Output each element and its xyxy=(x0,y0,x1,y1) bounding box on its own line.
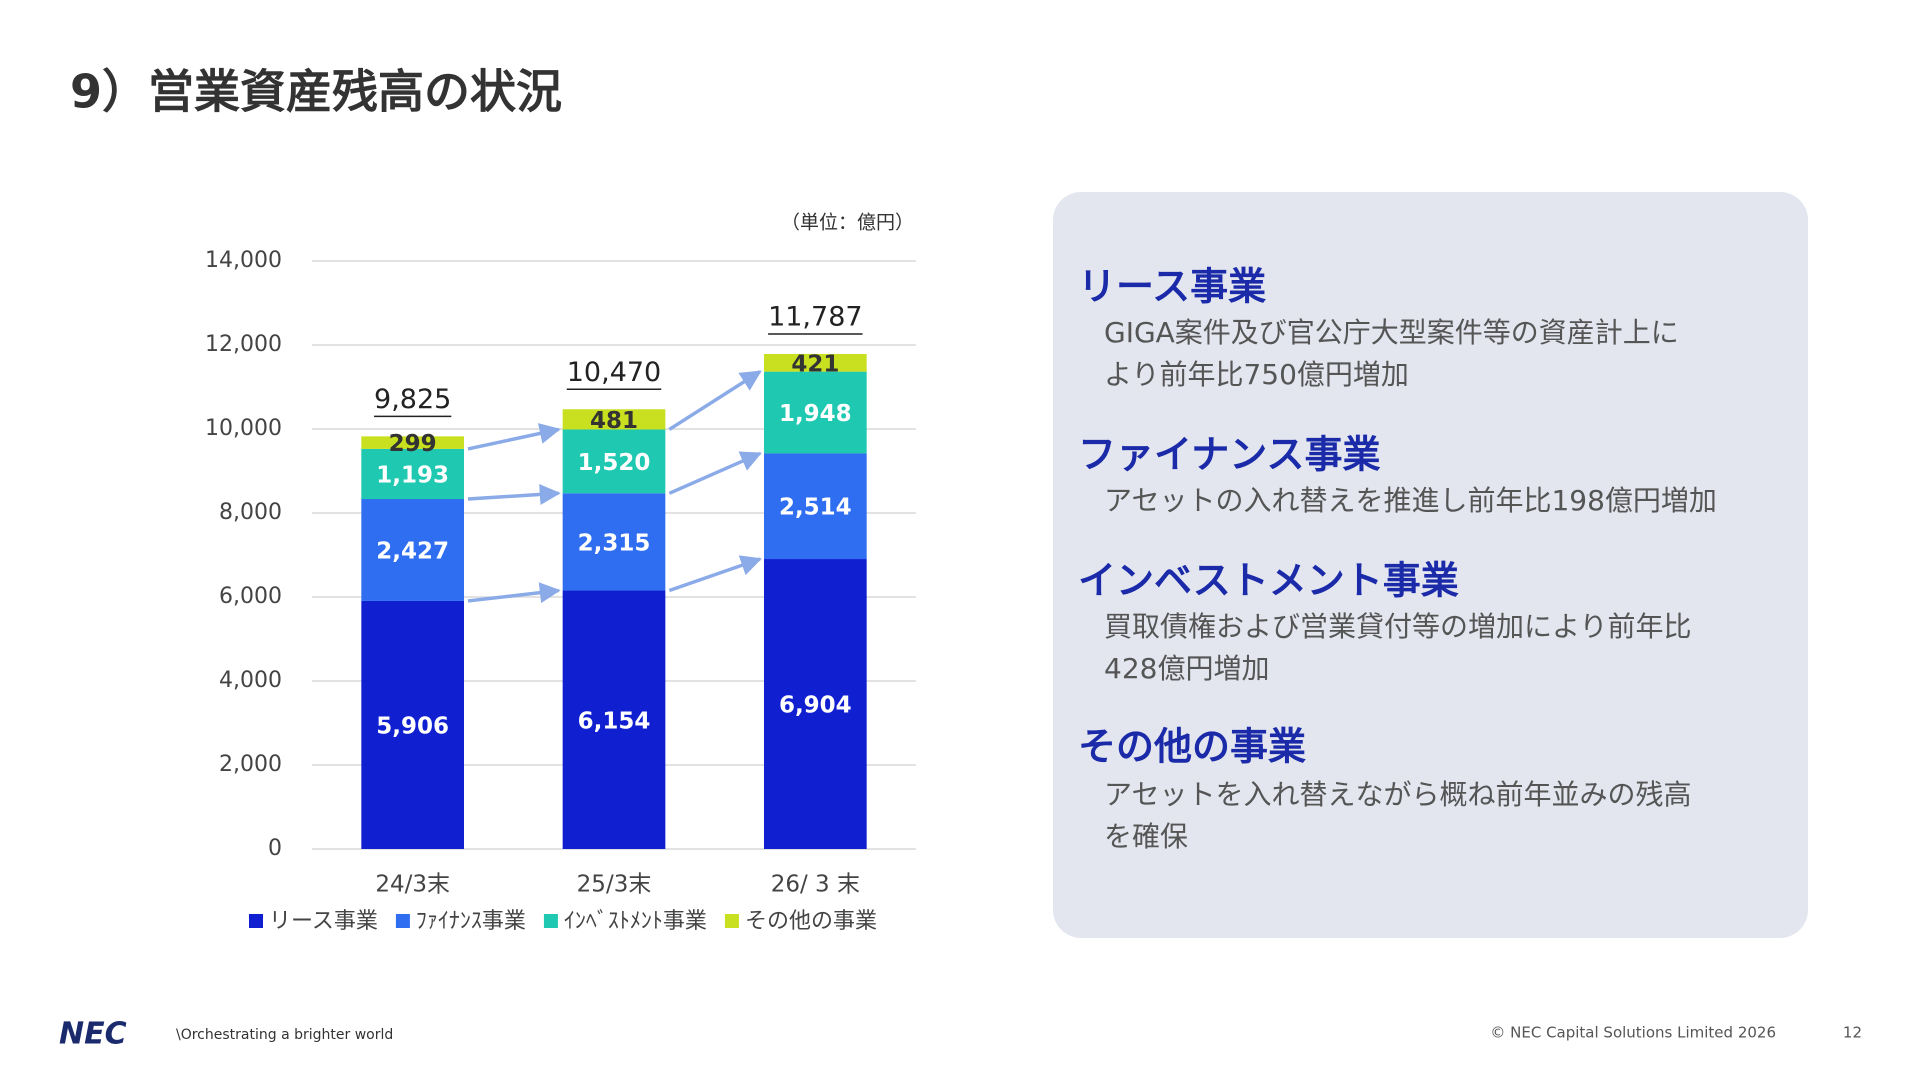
trend-arrow xyxy=(467,484,561,505)
y-tick-label: 6,000 xyxy=(219,584,282,609)
value-label: 2,427 xyxy=(376,538,449,564)
legend-label: ｲﾝﾍﾞｽﾄﾒﾝﾄ事業 xyxy=(564,909,707,934)
legend-label: ﾌｧｲﾅﾝｽ事業 xyxy=(416,909,526,934)
bar-segment xyxy=(763,453,867,560)
y-tick-label: 4,000 xyxy=(219,668,282,693)
section-text: 買取債権および営業貸付等の増加により前年比 xyxy=(1104,610,1691,643)
bar-segment xyxy=(763,353,867,372)
bar-segment xyxy=(763,371,867,454)
bar-segment xyxy=(361,436,465,449)
section-text: 428億円増加 xyxy=(1104,652,1269,685)
page-number: 12 xyxy=(1843,1024,1862,1042)
x-tick-label: 26/ 3 末 xyxy=(771,872,860,898)
copyright: © NEC Capital Solutions Limited 2026 xyxy=(1490,1024,1776,1042)
x-tick-label: 25/3末 xyxy=(577,872,652,898)
trend-arrow xyxy=(668,555,762,593)
value-label: 6,904 xyxy=(779,693,852,719)
total-label: 11,787 xyxy=(768,301,862,332)
legend-label: その他の事業 xyxy=(745,909,877,934)
total-label: 9,825 xyxy=(374,384,451,415)
section-text: アセットの入れ替えを推進し前年比198億円増加 xyxy=(1104,484,1717,517)
legend-swatch xyxy=(395,914,410,928)
section-heading: ファイナンス事業 xyxy=(1078,433,1380,477)
section-text: GIGA案件及び官公庁大型案件等の資産計上に xyxy=(1104,316,1679,349)
legend-swatch xyxy=(249,914,263,928)
section-text: より前年比750億円増加 xyxy=(1104,358,1409,391)
bar-segment xyxy=(562,429,666,494)
bar-segment xyxy=(361,600,465,849)
bar-segment xyxy=(361,499,465,601)
logo: NEC xyxy=(59,1017,127,1052)
tagline: \Orchestrating a brighter world xyxy=(176,1027,393,1043)
y-tick-label: 14,000 xyxy=(205,248,282,273)
bar-segment xyxy=(361,448,465,500)
total-label: 10,470 xyxy=(567,357,661,388)
x-tick-label: 24/3末 xyxy=(375,872,450,898)
section-heading: リース事業 xyxy=(1078,265,1266,309)
value-label: 6,154 xyxy=(578,708,651,734)
bar-segment xyxy=(763,559,867,849)
commentary-panel xyxy=(1053,192,1808,938)
value-label: 299 xyxy=(389,431,437,457)
value-label: 1,193 xyxy=(376,462,449,488)
legend-swatch xyxy=(724,914,739,928)
section-text: アセットを入れ替えながら概ね前年並みの残高 xyxy=(1104,778,1691,811)
trend-arrow xyxy=(467,582,561,604)
trend-arrow xyxy=(467,423,561,451)
trend-arrow xyxy=(668,451,762,495)
value-label: 1,520 xyxy=(578,450,651,476)
y-tick-label: 8,000 xyxy=(219,500,282,525)
bar-segment xyxy=(562,409,666,430)
section-heading: インベストメント事業 xyxy=(1078,559,1459,603)
slide-title: 9）営業資産残高の状況 xyxy=(70,65,562,119)
value-label: 1,948 xyxy=(779,401,852,427)
trend-arrow xyxy=(668,370,762,431)
y-tick-label: 12,000 xyxy=(205,332,282,357)
y-tick-label: 0 xyxy=(268,836,282,861)
y-tick-label: 10,000 xyxy=(205,416,282,441)
value-label: 5,906 xyxy=(376,713,449,739)
value-label: 421 xyxy=(791,351,839,377)
y-tick-label: 2,000 xyxy=(219,752,282,777)
section-text: を確保 xyxy=(1104,820,1188,853)
value-label: 2,514 xyxy=(779,495,852,521)
section-heading: その他の事業 xyxy=(1078,725,1306,769)
bar-segment xyxy=(562,590,666,849)
bar-segment xyxy=(562,493,666,591)
unit-label: （単位：億円） xyxy=(781,212,914,234)
legend-swatch xyxy=(543,914,558,928)
value-label: 2,315 xyxy=(578,530,651,556)
value-label: 481 xyxy=(590,408,638,434)
legend-label: リース事業 xyxy=(269,909,378,934)
